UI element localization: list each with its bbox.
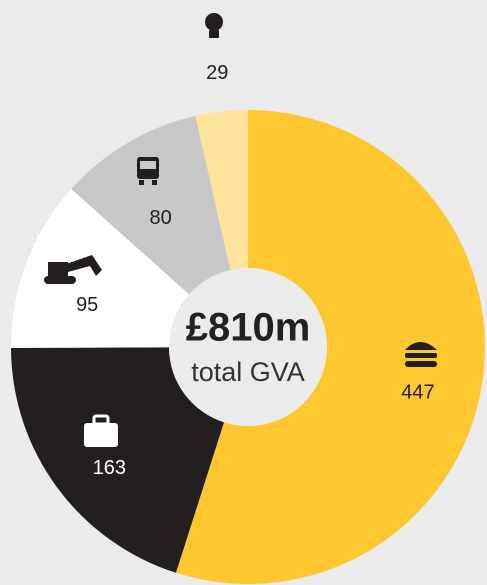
- icon-excavator: [44, 255, 102, 284]
- value-label: 29: [206, 62, 228, 84]
- segment: [195, 110, 248, 270]
- value-label: 447: [401, 382, 434, 404]
- center-subtitle: total GVA: [191, 357, 305, 387]
- value-label: 163: [93, 457, 126, 479]
- icon-bulb: [205, 13, 223, 38]
- segment: [175, 110, 485, 584]
- value-label: 80: [150, 207, 172, 229]
- center-title: £810m: [186, 306, 311, 350]
- donut-hole: [169, 268, 327, 426]
- icon-truck: [137, 157, 159, 185]
- icon-burger: [405, 342, 437, 367]
- segment: [71, 115, 231, 295]
- value-label: 95: [76, 294, 98, 316]
- icon-briefcase: [84, 414, 118, 447]
- segment: [11, 347, 224, 573]
